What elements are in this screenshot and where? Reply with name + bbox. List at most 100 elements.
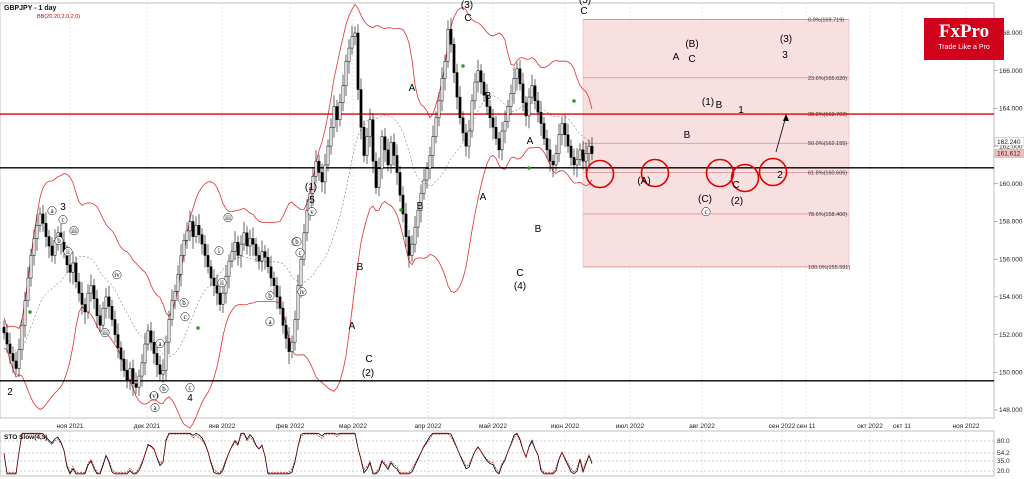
highlight-circle — [585, 159, 615, 189]
wave-sublabel-circle — [149, 391, 159, 401]
candle-body — [32, 238, 36, 256]
candle-body — [140, 362, 144, 377]
candle-body — [578, 149, 582, 160]
x-tick-label: авг 2022 — [689, 423, 715, 430]
x-tick-label: июл 2022 — [616, 423, 645, 430]
candle-body — [254, 243, 258, 256]
highlight-circle — [640, 158, 670, 188]
sto-tick-label: 20.0 — [997, 468, 1010, 475]
candle-body — [521, 83, 525, 103]
wave-label: A — [409, 83, 416, 94]
candle-body — [494, 127, 498, 139]
candle-body — [563, 123, 567, 136]
wave-label: (A) — [637, 176, 650, 187]
candle-body — [194, 225, 198, 237]
fib-level-label: 61.8%(160.606) — [808, 170, 847, 176]
candle-body — [47, 236, 51, 247]
candle-body — [503, 121, 507, 132]
candle-body — [311, 176, 315, 194]
time-axis: ноя 2021 дек 2021 янв 2022 фев 2022 мар 2022… — [57, 422, 980, 430]
wave-label: B — [485, 91, 492, 102]
wave-sublabel-circle — [180, 312, 190, 322]
candle-body — [14, 360, 18, 369]
candle-body — [314, 160, 318, 177]
candle-body — [206, 255, 210, 267]
candle-body — [536, 100, 540, 113]
candle-body — [272, 277, 276, 286]
candle-body — [89, 285, 93, 294]
candle-body — [299, 258, 303, 286]
wave-sublabel-circle — [223, 213, 233, 223]
candle-body — [395, 155, 399, 173]
candle-body — [284, 324, 288, 339]
wave-label: 3 — [782, 50, 788, 61]
candle-body — [230, 251, 234, 262]
candle-body — [293, 319, 297, 343]
candle-body — [170, 300, 174, 320]
candle-body — [68, 264, 72, 273]
candle-body — [416, 209, 420, 228]
wave-label: B — [684, 130, 691, 141]
candle-body — [101, 307, 105, 326]
candle-body — [77, 281, 81, 294]
candle-body — [164, 341, 168, 371]
wave-sublabel-circle — [54, 236, 64, 246]
candle-body — [221, 292, 225, 305]
wave-sublabel: iii — [102, 329, 108, 337]
wave-label: 3 — [60, 202, 66, 213]
x-tick-label: ноя 2022 — [953, 423, 980, 430]
candle-body — [512, 77, 516, 94]
candle-body — [584, 153, 588, 162]
wave-label: C — [688, 54, 695, 65]
candle-body — [107, 296, 111, 307]
y-tick-label: 152.000 — [999, 332, 1023, 339]
candle-body — [461, 117, 465, 134]
wave-label: 5 — [309, 195, 315, 206]
candle-body — [341, 85, 345, 103]
candle-body — [398, 172, 402, 196]
stochastic-oscillator — [0, 432, 994, 475]
wave-sublabel-circle — [47, 206, 57, 216]
wave-sublabel: iv — [299, 288, 305, 296]
price-tag-label: 161.612 — [997, 151, 1021, 158]
wave-label: 4 — [187, 393, 193, 404]
candle-body — [191, 221, 195, 237]
sto-tick-label: 80.0 — [997, 438, 1010, 445]
candle-body — [380, 136, 384, 169]
wave-label: B — [357, 262, 364, 273]
candle-body — [305, 209, 309, 234]
candle-body — [296, 285, 300, 320]
candle-body — [50, 245, 54, 256]
wave-label: B — [716, 100, 723, 111]
candle-body — [176, 274, 180, 292]
wave-label: C — [516, 268, 523, 279]
wave-sublabel: b — [295, 238, 299, 246]
candle-body — [185, 230, 189, 241]
wave-label: (C) — [698, 194, 712, 205]
wave-label: A — [480, 192, 487, 203]
candle-body — [413, 226, 417, 245]
wave-label: (3) — [780, 34, 792, 45]
candle-body — [260, 251, 264, 262]
candle-body — [377, 168, 381, 188]
y-tick-label: 150.000 — [999, 370, 1023, 377]
wave-label: A — [349, 321, 356, 332]
candle-body — [419, 192, 423, 211]
candle-body — [452, 44, 456, 73]
x-tick-label: апр 2022 — [414, 423, 441, 430]
fib-level-label: 0.0%(169.719) — [808, 17, 844, 23]
wave-label: (4) — [514, 281, 526, 292]
candle-body — [401, 194, 405, 215]
x-tick-label: окт 11 — [893, 423, 911, 430]
candle-body — [242, 232, 246, 245]
candle-body — [371, 119, 375, 162]
wave-sublabel-circle — [63, 247, 73, 257]
candle-body — [470, 100, 474, 132]
wave-sublabel: b — [268, 292, 272, 300]
candle-body — [167, 319, 171, 343]
fibonacci-retracement: 0.0%(169.719) 23.6%(165.620) 38.2%(163.703… — [582, 17, 850, 271]
candle-body — [362, 127, 366, 156]
candle-body — [104, 296, 108, 309]
arrow-head — [783, 114, 789, 121]
